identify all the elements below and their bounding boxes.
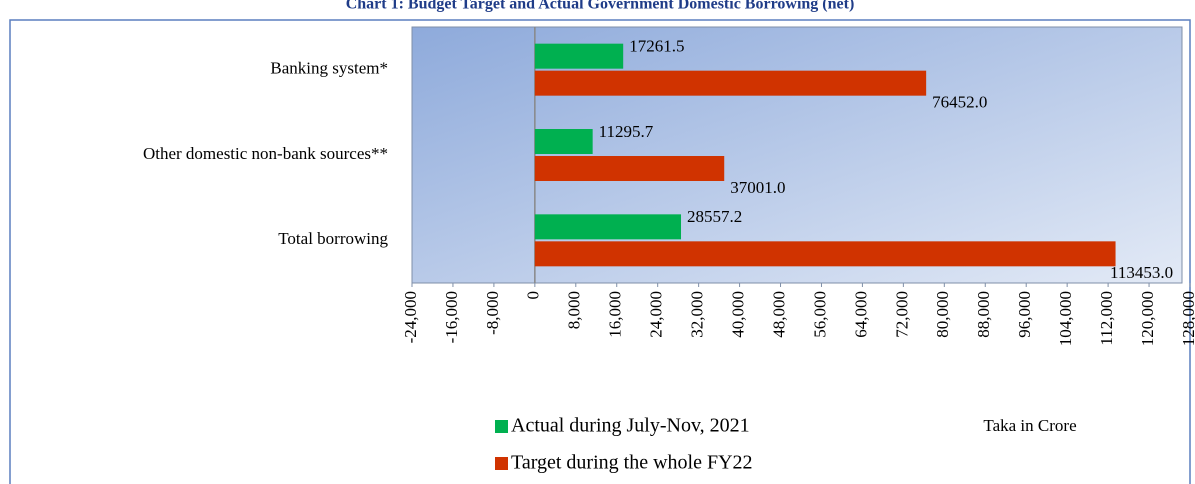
- x-tick-label: -16,000: [442, 291, 461, 343]
- x-tick-label: 72,000: [892, 291, 911, 338]
- bar: [534, 156, 725, 181]
- y-tick-label: Total borrowing: [278, 229, 388, 248]
- legend-label: Target during the whole FY22: [511, 452, 753, 474]
- annotation: Taka in Crore: [983, 416, 1076, 435]
- y-tick-label: Other domestic non-bank sources**: [143, 144, 388, 163]
- x-tick-label: -8,000: [483, 291, 502, 335]
- x-tick-label: 48,000: [769, 291, 788, 338]
- y-tick-label: Banking system*: [270, 59, 388, 78]
- x-tick-label: 104,000: [1056, 291, 1075, 346]
- x-tick-label: 80,000: [933, 291, 952, 338]
- bar: [534, 241, 1116, 267]
- x-tick-label: 88,000: [974, 291, 993, 338]
- data-label: 17261.5: [629, 37, 684, 56]
- data-label: 28557.2: [687, 207, 742, 226]
- data-label: 76452.0: [932, 93, 987, 112]
- x-tick-label: 112,000: [1097, 291, 1116, 346]
- x-tick-label: 16,000: [606, 291, 625, 338]
- data-label: 113453.0: [1110, 263, 1173, 282]
- x-tick-label: 56,000: [810, 291, 829, 338]
- bar: [534, 129, 593, 154]
- x-tick-label: 120,000: [1138, 291, 1157, 346]
- x-tick-label: 24,000: [647, 291, 666, 338]
- x-tick-label: 64,000: [851, 291, 870, 338]
- legend-label: Actual during July-Nov, 2021: [511, 415, 750, 437]
- x-tick-label: 0: [524, 291, 543, 300]
- x-tick-label: 32,000: [688, 291, 707, 338]
- x-tick-label: 96,000: [1015, 291, 1034, 338]
- chart-frame: [9, 19, 1191, 484]
- x-tick-label: -24,000: [401, 291, 420, 343]
- bar: [534, 70, 927, 96]
- x-tick-label: 8,000: [565, 291, 584, 329]
- plot-area: [411, 26, 1183, 284]
- bar: [534, 214, 682, 240]
- data-label: 37001.0: [730, 178, 785, 197]
- x-tick-label: 40,000: [728, 291, 747, 338]
- x-tick-label: 128,000: [1179, 291, 1195, 346]
- legend-swatch: [495, 420, 508, 433]
- data-label: 11295.7: [599, 122, 654, 141]
- chart-title: Chart 1: Budget Target and Actual Govern…: [346, 0, 855, 13]
- legend-swatch: [495, 457, 508, 470]
- bar: [534, 43, 624, 69]
